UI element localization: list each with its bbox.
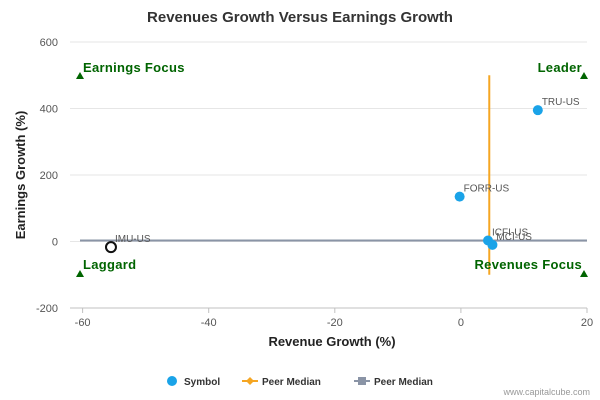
triangle-marker — [76, 72, 84, 79]
x-tick-label: -60 — [75, 317, 91, 329]
credit-text: www.capitalcube.com — [502, 387, 590, 397]
quadrant-label-laggard: Laggard — [83, 257, 136, 272]
triangle-marker — [580, 270, 588, 277]
legend-item[interactable]: Symbol — [167, 376, 220, 388]
data-point[interactable] — [104, 241, 117, 254]
y-tick-label: -200 — [36, 303, 58, 315]
legend-item[interactable]: Peer Median — [354, 377, 433, 388]
data-point[interactable] — [454, 191, 465, 202]
legend-label: Symbol — [184, 377, 220, 388]
triangle-marker — [580, 72, 588, 79]
legend-marker-square — [358, 377, 366, 385]
quadrant-labels: Earnings Focus Leader Laggard Revenues Focu… — [76, 60, 588, 277]
legend-marker-diamond — [246, 377, 254, 385]
triangle-marker — [76, 270, 84, 277]
data-point[interactable] — [487, 239, 498, 250]
data-point-label: MCI-US — [496, 232, 532, 243]
data-point-label: TRU-US — [542, 97, 580, 108]
y-axis-label: Earnings Growth (%) — [13, 111, 28, 240]
x-tick-label: -20 — [327, 317, 343, 329]
x-tick-label: 20 — [581, 317, 593, 329]
quadrant-label-revenues-focus: Revenues Focus — [474, 257, 582, 272]
x-tick-label: 0 — [458, 317, 464, 329]
x-axis-label: Revenue Growth (%) — [268, 334, 395, 349]
quadrant-label-leader: Leader — [538, 60, 582, 75]
y-tick-label: 0 — [52, 237, 58, 249]
legend-marker-circle — [167, 376, 177, 386]
y-tick-label: 400 — [40, 104, 58, 116]
grid — [70, 41, 588, 313]
legend-item[interactable]: Peer Median — [242, 377, 321, 388]
quadrant-label-earnings-focus: Earnings Focus — [83, 60, 185, 75]
x-tick-label: -40 — [201, 317, 217, 329]
legend-label: Peer Median — [262, 377, 321, 388]
chart-title: Revenues Growth Versus Earnings Growth — [147, 9, 453, 26]
y-tick-label: 200 — [40, 170, 58, 182]
legend-label: Peer Median — [374, 377, 433, 388]
data-point-label: FORR-US — [464, 184, 510, 195]
data-point[interactable] — [532, 105, 543, 116]
legend: Symbol Peer Median Peer Median — [167, 376, 433, 388]
y-tick-label: 600 — [40, 37, 58, 49]
data-point-label: IMU-US — [115, 234, 151, 245]
data-point-label: ICFI-US — [492, 228, 528, 239]
